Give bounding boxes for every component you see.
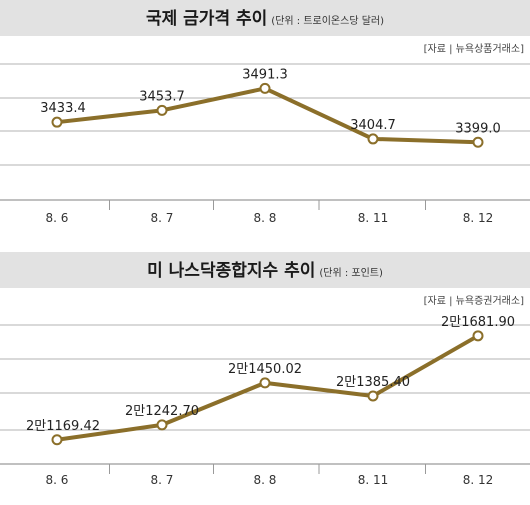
x-tick-label: 8. 6 xyxy=(46,211,69,225)
data-point xyxy=(259,82,271,94)
data-point xyxy=(259,377,271,389)
x-tick-label: 8. 7 xyxy=(151,211,174,225)
data-point xyxy=(367,390,379,402)
data-label: 2만1385.40 xyxy=(336,375,410,390)
data-label: 2만1242.70 xyxy=(125,404,199,419)
x-tick-label: 8. 12 xyxy=(463,211,494,225)
gold-chart-title: 국제 금가격 추이 xyxy=(145,9,268,29)
gold-source-note: [자료 | 뉴욕상품거래소] xyxy=(423,44,524,55)
gold-unit-note: (단위 : 트로이온스당 달러) xyxy=(271,16,385,27)
gold-price-panel: 국제 금가격 추이 (단위 : 트로이온스당 달러) [자료 | 뉴욕상품거래소… xyxy=(0,0,530,248)
x-tick-label: 8. 7 xyxy=(151,473,174,487)
x-tick-label: 8. 12 xyxy=(463,473,494,487)
data-point xyxy=(156,419,168,431)
nasdaq-unit-note: (단위 : 포인트) xyxy=(319,268,383,279)
series-line xyxy=(55,333,480,442)
nasdaq-title-bar: 미 나스닥종합지수 추이 (단위 : 포인트) xyxy=(0,252,530,288)
data-label: 2만1450.02 xyxy=(228,362,302,377)
nasdaq-panel: 미 나스닥종합지수 추이 (단위 : 포인트) [자료 | 뉴욕증권거래소] 8… xyxy=(0,252,530,505)
data-label: 3404.7 xyxy=(350,118,396,133)
data-label: 3399.0 xyxy=(455,121,501,136)
x-tick-label: 8. 8 xyxy=(254,473,277,487)
data-point xyxy=(156,104,168,116)
data-point xyxy=(51,116,63,128)
data-label: 3433.4 xyxy=(40,101,86,116)
data-point xyxy=(472,136,484,148)
gold-title-bar: 국제 금가격 추이 (단위 : 트로이온스당 달러) xyxy=(0,0,530,36)
data-label: 3453.7 xyxy=(139,89,185,104)
gold-price-chart: 8. 6 8. 7 8. 8 8. 11 8. 12 3433.4 3453.7 3491.3… xyxy=(0,63,530,225)
x-tick-label: 8. 11 xyxy=(358,211,389,225)
data-point xyxy=(51,434,63,446)
x-tick-label: 8. 8 xyxy=(254,211,277,225)
series-line xyxy=(55,86,480,145)
data-label: 2만1681.90 xyxy=(441,315,515,330)
x-tick-label: 8. 11 xyxy=(358,473,389,487)
nasdaq-index-chart: 8. 6 8. 7 8. 8 8. 11 8. 12 2만1169.42 2만1242.70… xyxy=(0,315,530,487)
data-label: 3491.3 xyxy=(242,67,288,82)
nasdaq-source-note: [자료 | 뉴욕증권거래소] xyxy=(423,296,524,307)
data-point xyxy=(472,330,484,342)
data-label: 2만1169.42 xyxy=(26,419,100,434)
data-point xyxy=(367,133,379,145)
x-tick-label: 8. 6 xyxy=(46,473,69,487)
nasdaq-chart-title: 미 나스닥종합지수 추이 xyxy=(147,261,316,281)
